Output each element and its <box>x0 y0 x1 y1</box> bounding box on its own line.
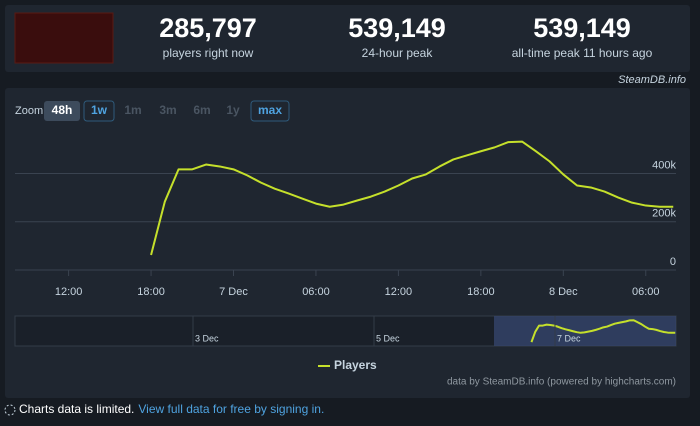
stat-value: 539,149 <box>533 13 631 43</box>
stat-label: players right now <box>163 46 254 60</box>
stat-value: 285,797 <box>159 13 257 43</box>
stats-panel <box>5 5 690 72</box>
x-tick-label: 8 Dec <box>549 286 578 298</box>
credit: data by SteamDB.info (powered by highcha… <box>447 377 676 388</box>
game-logo <box>14 12 114 64</box>
zoom-button[interactable]: 6m <box>193 103 210 117</box>
x-tick-label: 06:00 <box>632 286 660 298</box>
zoom-button-bg <box>83 100 115 122</box>
navigator-label: 3 Dec <box>195 333 219 343</box>
source: SteamDB.info <box>618 74 686 86</box>
series-line <box>150 140 674 256</box>
footer-link[interactable]: View full data for free by signing in. <box>138 402 324 416</box>
chart-panel <box>5 88 690 398</box>
zoom-button[interactable]: 3m <box>159 103 176 117</box>
stat-label: 24-hour peak <box>362 46 434 60</box>
stat-value: 539,149 <box>348 13 446 43</box>
x-tick-label: 18:00 <box>467 286 495 298</box>
y-tick-label: 200k <box>652 208 676 220</box>
zoom-button[interactable]: 1w <box>91 103 108 117</box>
footer: Charts data is limited. View full data fo… <box>19 402 324 416</box>
footer-notice: Charts data is limited. <box>19 402 134 416</box>
navigator-label: 5 Dec <box>376 333 400 343</box>
zoom-label: Zoom <box>15 105 43 117</box>
navigator-selection <box>494 316 676 346</box>
x-tick-label: 7 Dec <box>219 286 248 298</box>
zoom-button[interactable]: max <box>258 103 282 117</box>
navigator-label: 7 Dec <box>557 333 581 343</box>
x-tick-label: 06:00 <box>302 286 330 298</box>
stat-label: all-time peak 11 hours ago <box>512 46 653 60</box>
zoom-button[interactable]: 1y <box>226 103 240 117</box>
zoom-button[interactable]: 48h <box>52 103 73 117</box>
y-tick-label: 0 <box>670 256 676 268</box>
x-tick-label: 18:00 <box>137 286 165 298</box>
x-tick-label: 12:00 <box>55 286 83 298</box>
zoom-button-bg <box>250 100 290 122</box>
zoom-button-bg <box>44 101 80 121</box>
x-tick-label: 12:00 <box>385 286 413 298</box>
legend-label: Players <box>334 358 377 372</box>
zoom-button[interactable]: 1m <box>124 103 141 117</box>
loading-icon <box>4 404 16 416</box>
y-tick-label: 400k <box>652 159 676 171</box>
